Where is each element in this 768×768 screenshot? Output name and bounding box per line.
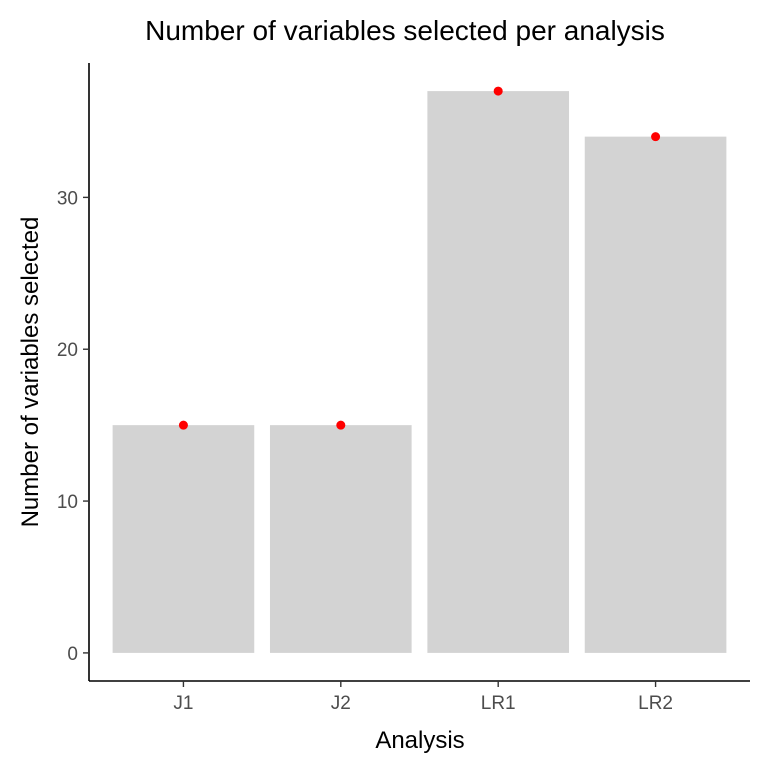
- bar-J2: [269, 425, 412, 653]
- point-LR2: [651, 132, 661, 142]
- chart-title: Number of variables selected per analysi…: [145, 15, 665, 46]
- point-LR1: [493, 86, 503, 96]
- y-axis-title: Number of variables selected: [17, 217, 44, 528]
- y-tick-label-0: 0: [67, 644, 78, 665]
- y-tick-label-30: 30: [57, 188, 78, 209]
- x-tick-label-J1: J1: [173, 693, 193, 714]
- plot-area: [112, 86, 727, 653]
- point-J1: [178, 420, 188, 430]
- bar-LR1: [427, 91, 570, 653]
- x-tick-label-J2: J2: [331, 693, 351, 714]
- x-axis-title: Analysis: [375, 727, 464, 754]
- y-tick-label-20: 20: [57, 340, 78, 361]
- x-tick-label-LR2: LR2: [638, 693, 673, 714]
- point-J2: [336, 420, 346, 430]
- x-tick-label-LR1: LR1: [481, 693, 516, 714]
- bar-J1: [112, 425, 255, 653]
- bar-LR2: [584, 136, 727, 653]
- y-tick-label-10: 10: [57, 492, 78, 513]
